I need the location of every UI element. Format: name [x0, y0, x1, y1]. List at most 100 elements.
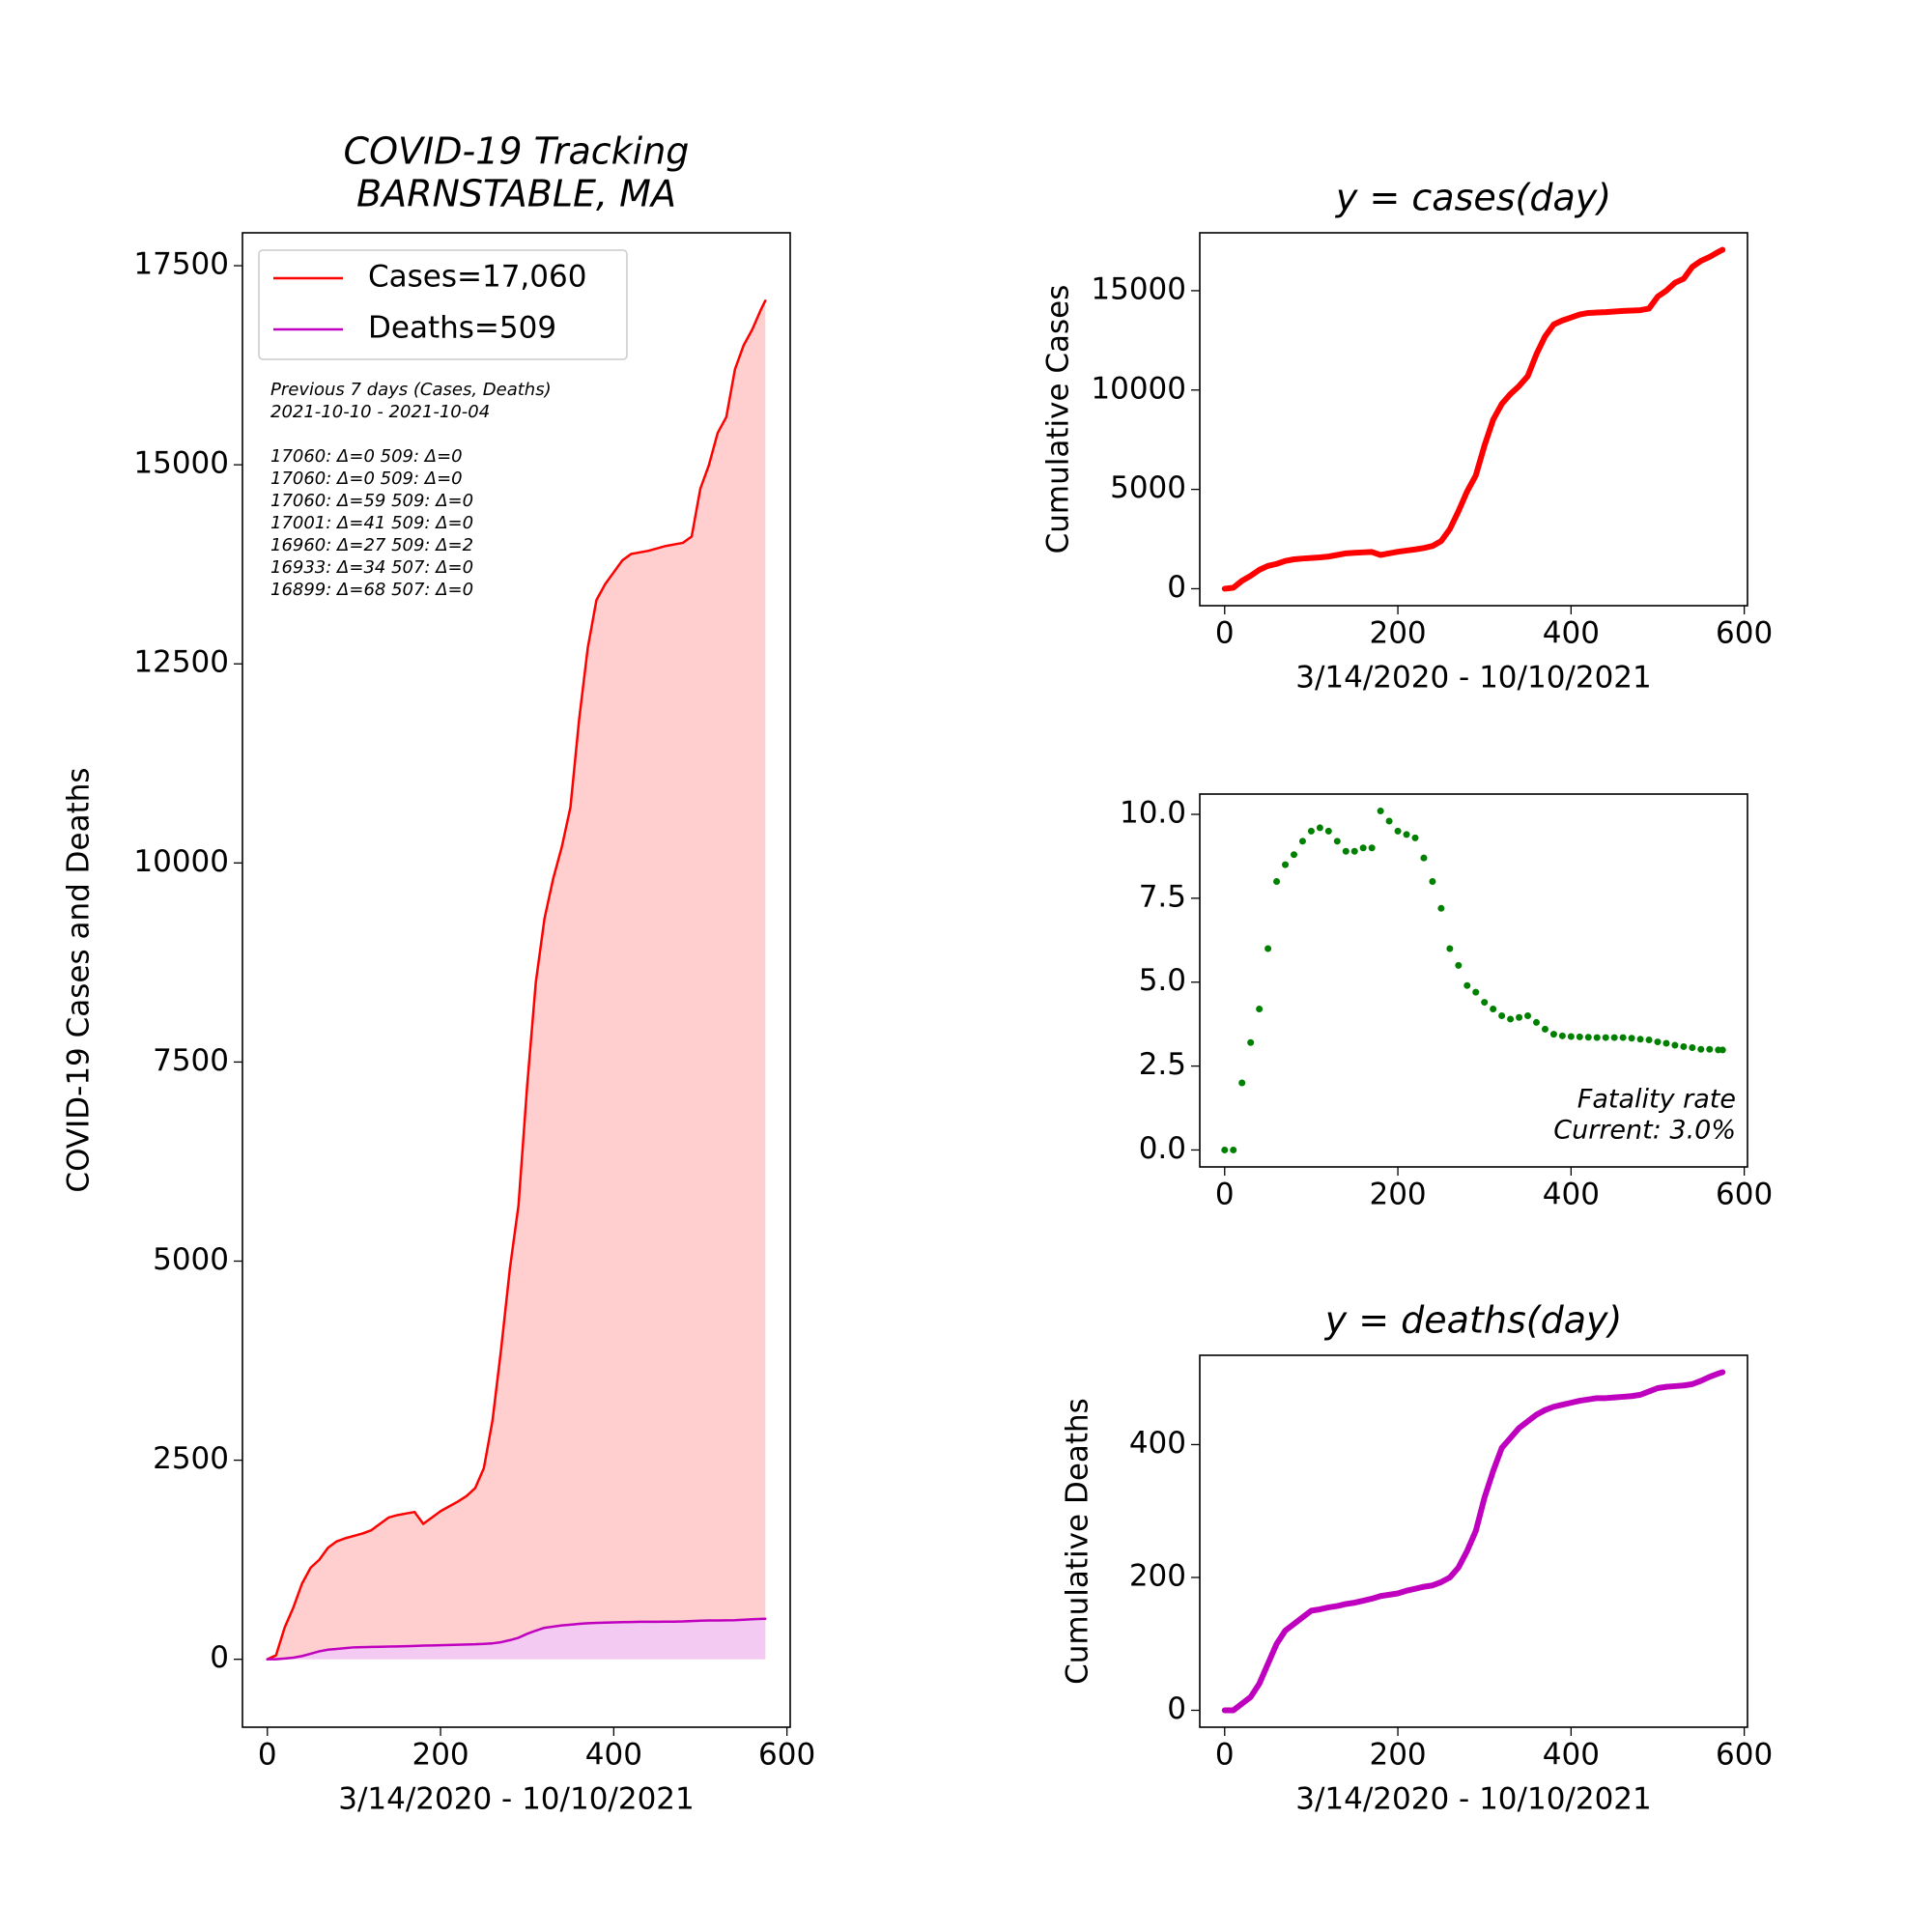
point [1719, 1046, 1726, 1054]
series-line [266, 1617, 767, 1661]
axes-frame [1199, 232, 1748, 607]
series-line [266, 299, 767, 1661]
point [1602, 1034, 1609, 1041]
point [1411, 834, 1419, 841]
y-tick-label: 10000 [1091, 371, 1186, 406]
point [1507, 1015, 1515, 1023]
point [1221, 1146, 1229, 1153]
y-tick-label: 7.5 [1139, 879, 1186, 914]
x-axis-label: 3/14/2020 - 10/10/2021 [1295, 1782, 1652, 1817]
point [1377, 808, 1384, 815]
point [1706, 1045, 1714, 1053]
series-line [1221, 1369, 1726, 1714]
point [1420, 854, 1428, 862]
plot-area [1221, 246, 1726, 592]
point [1282, 861, 1290, 868]
point [1463, 981, 1471, 989]
x-tick-label: 200 [1369, 616, 1426, 651]
y-tick-label: 12500 [133, 645, 229, 680]
legend-box [258, 249, 628, 360]
x-axis-label: 3/14/2020 - 10/10/2021 [1295, 661, 1652, 696]
y-tick-label: 0 [1167, 1691, 1186, 1726]
x-tick-label: 200 [1369, 1738, 1426, 1773]
point [1298, 838, 1306, 845]
point [1307, 827, 1315, 835]
y-axis-label: Cumulative Cases [1041, 285, 1076, 554]
annotation: 17060: Δ=0 509: Δ=0 [270, 446, 463, 467]
x-tick-label: 0 [1215, 1738, 1235, 1773]
y-tick-label: 2500 [153, 1441, 229, 1476]
annotation: 16899: Δ=68 507: Δ=0 [270, 580, 473, 600]
y-tick-label: 7500 [153, 1043, 229, 1078]
x-tick-label: 0 [258, 1738, 277, 1773]
point [1333, 838, 1341, 845]
chart-title: y = deaths(day) [1324, 1299, 1623, 1342]
point [1549, 1031, 1557, 1038]
point [1671, 1041, 1679, 1049]
point [1662, 1039, 1670, 1047]
x-tick-label: 200 [412, 1738, 469, 1773]
point [1532, 1018, 1540, 1026]
point [1324, 827, 1332, 835]
point [1584, 1034, 1592, 1041]
plot-area [1221, 808, 1726, 1153]
point [1472, 988, 1480, 996]
plot-area [1221, 1369, 1726, 1714]
point [1619, 1034, 1627, 1041]
annotation: Current: 3.0% [1553, 1116, 1736, 1146]
point [1403, 831, 1410, 838]
y-tick-label: 0.0 [1139, 1131, 1186, 1166]
x-tick-label: 200 [1369, 1178, 1426, 1212]
x-tick-label: 0 [1215, 616, 1235, 651]
point [1567, 1033, 1575, 1040]
point [1238, 1079, 1246, 1087]
chart-title: COVID-19 Tracking [344, 130, 690, 173]
point [1654, 1038, 1662, 1046]
annotation: Previous 7 days (Cases, Deaths) [270, 380, 552, 400]
plot-area [266, 299, 767, 1661]
annotation: 2021-10-10 - 2021-10-04 [270, 402, 490, 422]
point [1429, 878, 1436, 886]
axes-frame [1199, 1354, 1748, 1728]
point [1490, 1006, 1497, 1013]
y-tick-label: 0 [210, 1640, 229, 1675]
annotation: 16960: Δ=27 509: Δ=2 [270, 535, 473, 555]
chart-title: BARNSTABLE, MA [356, 173, 676, 215]
point [1273, 878, 1281, 886]
series-line [1221, 246, 1726, 592]
point [1264, 945, 1272, 952]
annotation: 17001: Δ=41 509: Δ=0 [270, 513, 473, 533]
x-axis-label: 3/14/2020 - 10/10/2021 [338, 1782, 695, 1817]
annotation: 16933: Δ=34 507: Δ=0 [270, 557, 473, 578]
legend-label: Cases=17,060 [368, 260, 586, 295]
x-tick-label: 600 [1716, 1178, 1773, 1212]
y-tick-label: 15000 [133, 446, 229, 481]
y-axis-label: COVID-19 Cases and Deaths [62, 767, 97, 1192]
point [1593, 1034, 1601, 1041]
x-tick-label: 400 [1543, 1178, 1600, 1212]
point [1645, 1036, 1653, 1043]
y-tick-label: 400 [1129, 1426, 1186, 1461]
point [1636, 1036, 1644, 1043]
x-tick-label: 400 [1543, 1738, 1600, 1773]
y-tick-label: 10.0 [1120, 796, 1186, 831]
point [1446, 945, 1454, 952]
point [1455, 961, 1463, 969]
x-tick-label: 600 [1716, 616, 1773, 651]
y-tick-label: 10000 [133, 844, 229, 879]
point [1481, 999, 1489, 1007]
point [1516, 1013, 1523, 1021]
point [1437, 904, 1445, 912]
y-tick-label: 5000 [153, 1242, 229, 1277]
point [1558, 1032, 1566, 1039]
y-tick-label: 5.0 [1139, 963, 1186, 998]
point [1316, 824, 1323, 832]
annotation: 17060: Δ=59 509: Δ=0 [270, 491, 473, 511]
y-tick-label: 5000 [1110, 470, 1186, 505]
x-tick-label: 400 [1543, 616, 1600, 651]
y-tick-label: 2.5 [1139, 1047, 1186, 1082]
point [1576, 1033, 1583, 1040]
y-tick-label: 15000 [1091, 271, 1186, 306]
point [1697, 1045, 1705, 1053]
